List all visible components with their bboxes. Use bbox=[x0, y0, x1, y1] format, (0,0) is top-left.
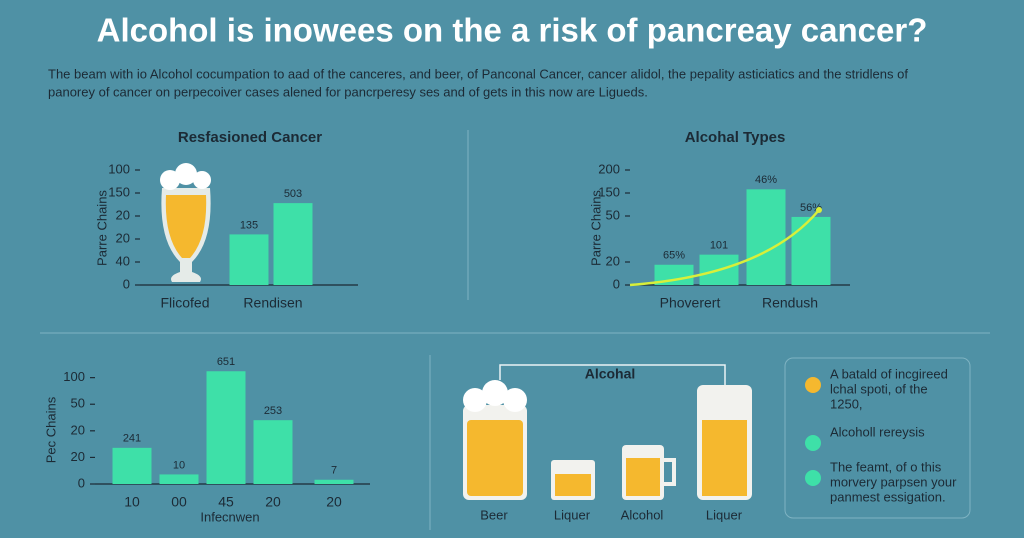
x-tick-label: Flicofed bbox=[160, 295, 209, 311]
bar bbox=[112, 447, 152, 484]
x-tick-label: 45 bbox=[218, 494, 234, 510]
legend-text: A batald of incgireed bbox=[830, 366, 948, 381]
y-tick-label: 200 bbox=[598, 161, 620, 176]
drink-label: Liquer bbox=[706, 507, 743, 522]
subtitle-line: The beam with io Alcohol cocumpation to … bbox=[48, 66, 908, 81]
trend-end bbox=[816, 207, 822, 213]
bar-annotation: 10 bbox=[173, 459, 185, 471]
bar bbox=[253, 420, 293, 484]
chart-title: Resfasioned Cancer bbox=[178, 129, 322, 146]
bar bbox=[791, 216, 831, 285]
y-tick-label: 50 bbox=[606, 207, 620, 222]
x-tick-label: 10 bbox=[124, 494, 140, 510]
bar bbox=[206, 371, 246, 484]
legend-text: 1250, bbox=[830, 396, 863, 411]
y-tick-label: 100 bbox=[63, 369, 85, 384]
x-axis-label: Infecnwen bbox=[200, 509, 259, 524]
title: Alcohol is inowees on the a risk of panc… bbox=[97, 12, 928, 49]
bar-annotation: 65% bbox=[663, 250, 685, 262]
y-tick-label: 40 bbox=[116, 253, 130, 268]
y-tick-label: 150 bbox=[108, 184, 130, 199]
x-tick-label: Rendisen bbox=[243, 295, 302, 311]
subtitle-line: panorey of cancer on perpecoiver cases a… bbox=[48, 84, 648, 99]
y-tick-label: 0 bbox=[613, 276, 620, 291]
legend-text: panmest essigation. bbox=[830, 489, 946, 504]
illustration-title: Alcohal bbox=[585, 366, 636, 382]
legend-swatch bbox=[805, 377, 821, 393]
y-tick-label: 20 bbox=[116, 207, 130, 222]
y-axis-label: Pec Chains bbox=[43, 396, 58, 463]
y-tick-label: 20 bbox=[71, 449, 85, 464]
trend-line bbox=[629, 209, 820, 287]
bar-annotation: 253 bbox=[264, 405, 282, 417]
x-tick-label: Phoverert bbox=[660, 295, 721, 311]
bar-annotation: 101 bbox=[710, 240, 728, 252]
legend-box bbox=[784, 357, 971, 519]
y-tick-label: 100 bbox=[108, 161, 130, 176]
bar bbox=[314, 479, 354, 484]
y-tick-label: 50 bbox=[71, 396, 85, 411]
legend-swatch bbox=[805, 470, 821, 486]
y-tick-label: 20 bbox=[71, 422, 85, 437]
x-tick-label: 00 bbox=[171, 494, 187, 510]
y-axis-label: Parre Chains bbox=[94, 190, 109, 266]
drink-label: Alcohol bbox=[621, 507, 664, 522]
bar-annotation: 135 bbox=[240, 219, 258, 231]
bar-annotation: 7 bbox=[331, 465, 337, 477]
legend-text: morvery parpsen your bbox=[830, 474, 957, 489]
beer-glass bbox=[160, 163, 211, 282]
bar bbox=[654, 264, 694, 285]
x-tick-label: 20 bbox=[265, 494, 281, 510]
legend-text: lchal spoti, of the bbox=[830, 381, 928, 396]
x-tick-label: Rendush bbox=[762, 295, 818, 311]
chart-title: Alcohal Types bbox=[685, 129, 786, 146]
y-tick-label: 20 bbox=[606, 253, 620, 268]
bar bbox=[229, 234, 269, 285]
bar-annotation: 46% bbox=[755, 174, 777, 186]
x-tick-label: 20 bbox=[326, 494, 342, 510]
y-tick-label: 0 bbox=[123, 276, 130, 291]
y-tick-label: 0 bbox=[78, 475, 85, 490]
y-tick-label: 150 bbox=[598, 184, 620, 199]
y-tick-label: 20 bbox=[116, 230, 130, 245]
bar-annotation: 503 bbox=[284, 188, 302, 200]
bar bbox=[159, 474, 199, 484]
legend-text: Alcoholl rereysis bbox=[830, 424, 925, 439]
legend-swatch bbox=[805, 435, 821, 451]
drink-label: Liquer bbox=[554, 507, 591, 522]
bar bbox=[273, 203, 313, 285]
bar-annotation: 241 bbox=[123, 433, 141, 445]
y-axis-label: Parre Chains bbox=[588, 190, 603, 266]
legend-text: The feamt, of o this bbox=[830, 459, 942, 474]
drinks bbox=[463, 364, 752, 500]
drink-label: Beer bbox=[480, 507, 508, 522]
bar bbox=[746, 189, 786, 285]
bar-annotation: 651 bbox=[217, 356, 235, 368]
